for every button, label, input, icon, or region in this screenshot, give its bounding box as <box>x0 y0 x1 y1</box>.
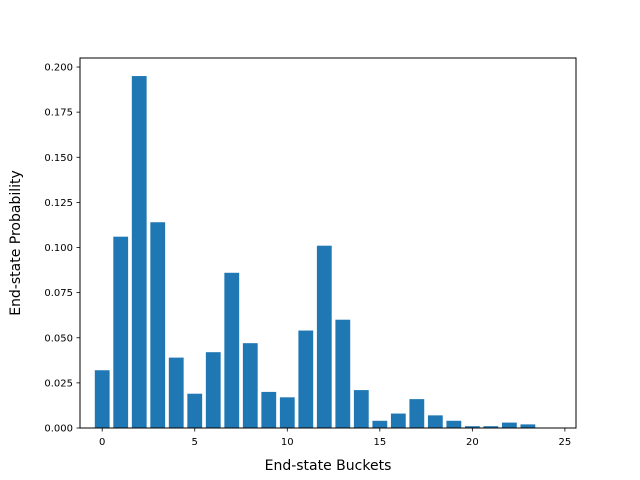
bar-13 <box>335 319 351 428</box>
bar-17 <box>409 399 425 428</box>
bar-14 <box>353 390 369 428</box>
plot-frame <box>79 57 577 429</box>
bar-5 <box>187 393 203 428</box>
bar-12 <box>316 245 332 428</box>
bar-19 <box>446 420 462 428</box>
y-tick-label-7: 0.175 <box>44 108 73 119</box>
bar-22 <box>501 422 517 428</box>
y-tick-label-2: 0.050 <box>44 333 73 344</box>
x-tick-label-3: 15 <box>373 437 386 448</box>
y-tick-label-3: 0.075 <box>44 288 73 299</box>
bar-20 <box>464 426 480 428</box>
x-tick-label-5: 25 <box>559 437 572 448</box>
y-axis-ticks: 0.000 0.025 0.050 0.075 0.100 0.125 0.150 0.175… <box>44 63 80 435</box>
bar-1 <box>113 236 129 428</box>
bar-0 <box>94 370 110 428</box>
x-tick-label-4: 20 <box>466 437 479 448</box>
bar-7 <box>224 272 240 428</box>
bar-11 <box>298 330 314 428</box>
bar-3 <box>150 222 166 428</box>
bar-21 <box>483 426 499 428</box>
x-tick-label-0: 0 <box>99 437 105 448</box>
bar-8 <box>242 343 258 428</box>
y-tick-label-5: 0.125 <box>44 198 73 209</box>
bar-16 <box>390 413 406 428</box>
y-tick-label-0: 0.000 <box>44 424 73 435</box>
x-tick-label-1: 5 <box>192 437 198 448</box>
x-axis-ticks: 0 5 10 15 20 25 <box>99 428 571 448</box>
y-tick-label-8: 0.200 <box>44 63 73 74</box>
bars-group <box>94 76 536 429</box>
y-tick-label-6: 0.150 <box>44 153 73 164</box>
bar-2 <box>131 76 147 429</box>
bar-18 <box>427 415 443 428</box>
x-axis-label: End-state Buckets <box>265 458 392 474</box>
bar-4 <box>168 357 184 428</box>
x-tick-label-2: 10 <box>281 437 294 448</box>
bar-15 <box>372 420 388 428</box>
bar-9 <box>261 391 277 428</box>
bar-6 <box>205 352 221 428</box>
y-tick-label-1: 0.025 <box>44 378 73 389</box>
bar-23 <box>520 424 536 428</box>
bar-10 <box>279 397 295 428</box>
y-tick-label-4: 0.100 <box>44 243 73 254</box>
y-axis-label: End-state Probability <box>8 170 24 316</box>
